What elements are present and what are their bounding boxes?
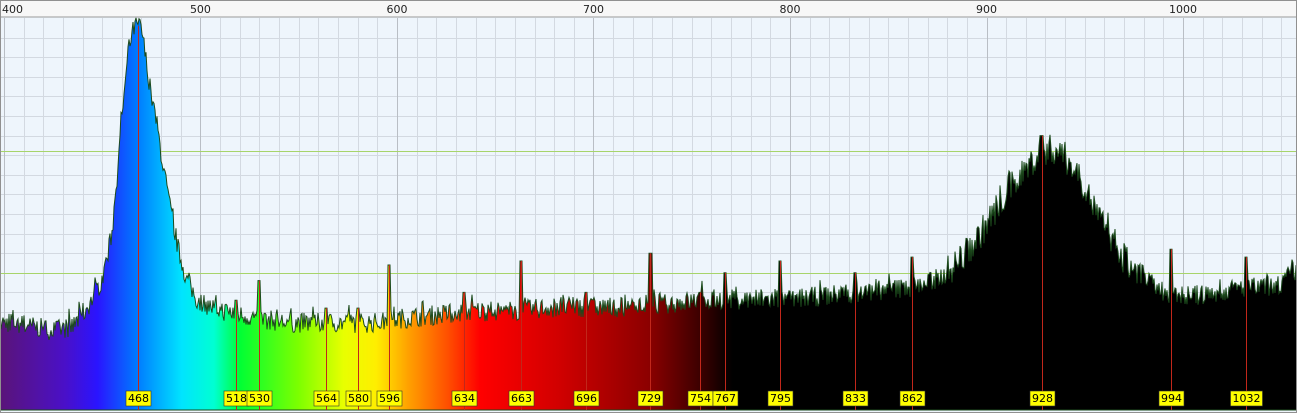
- peak-label-box: [1230, 390, 1263, 407]
- peak-label-text: 518: [226, 392, 247, 405]
- peak-label-box: [451, 390, 478, 407]
- peak-label-text: 833: [845, 392, 866, 405]
- peak-label-text: 580: [348, 392, 369, 405]
- peak-label-text: 862: [902, 392, 923, 405]
- peak-label: 767: [712, 390, 739, 407]
- peak-label-text: 634: [454, 392, 475, 405]
- peak-label-box: [508, 390, 535, 407]
- peak-label-box: [573, 390, 600, 407]
- peak-label-text: 468: [128, 392, 149, 405]
- x-tick-label: 800: [779, 3, 800, 16]
- peak-label-text: 530: [249, 392, 270, 405]
- peak-label: 994: [1158, 390, 1185, 407]
- x-tick-labels: 400 500 600 700 800 900 1000: [2, 3, 1197, 16]
- spectrum-area: [0, 17, 1297, 411]
- peak-label-box: [246, 390, 273, 407]
- peak-label-box: [1029, 390, 1056, 407]
- x-tick-label: 900: [976, 3, 997, 16]
- peak-label: 518: [223, 390, 250, 407]
- peak-label-text: 795: [770, 392, 791, 405]
- peak-label-box: [376, 390, 403, 407]
- peak-label-text: 928: [1032, 392, 1053, 405]
- x-tick-label: 500: [190, 3, 211, 16]
- peak-label: 634: [451, 390, 478, 407]
- peak-label-box: [345, 390, 372, 407]
- peak-label-box: [313, 390, 340, 407]
- x-tick-label: 400: [2, 3, 23, 16]
- peak-label: 729: [637, 390, 664, 407]
- peak-label: 928: [1029, 390, 1056, 407]
- x-tick-label: 700: [583, 3, 604, 16]
- peak-label-box: [712, 390, 739, 407]
- peak-label-text: 754: [690, 392, 711, 405]
- peak-label: 468: [125, 390, 152, 407]
- peak-label-text: 767: [715, 392, 736, 405]
- peak-labels: 468 518 530 564 580 596 634 663 696 729 754 767 795 8…: [125, 390, 1263, 407]
- peak-label: 564: [313, 390, 340, 407]
- peak-label-box: [1158, 390, 1185, 407]
- peak-label-text: 994: [1161, 392, 1182, 405]
- peak-label: 580: [345, 390, 372, 407]
- peak-label: 862: [899, 390, 926, 407]
- peak-label: 1032: [1230, 390, 1263, 407]
- peak-label-text: 564: [316, 392, 337, 405]
- peak-label: 596: [376, 390, 403, 407]
- peak-label: 663: [508, 390, 535, 407]
- peak-label-text: 696: [576, 392, 597, 405]
- peak-label-box: [125, 390, 152, 407]
- peak-label: 795: [767, 390, 794, 407]
- peak-label-text: 663: [511, 392, 532, 405]
- peak-label-box: [767, 390, 794, 407]
- peak-label-text: 596: [379, 392, 400, 405]
- x-tick-label: 1000: [1169, 3, 1197, 16]
- axis-strip: [0, 0, 1297, 17]
- peak-label: 833: [842, 390, 869, 407]
- peak-label-box: [637, 390, 664, 407]
- x-tick-label: 600: [386, 3, 407, 16]
- peak-label-text: 1032: [1233, 392, 1261, 405]
- peak-label-box: [842, 390, 869, 407]
- peak-label-text: 729: [640, 392, 661, 405]
- peak-label: 696: [573, 390, 600, 407]
- peak-label-box: [899, 390, 926, 407]
- peak-label: 530: [246, 390, 273, 407]
- peak-label: 754: [687, 390, 714, 407]
